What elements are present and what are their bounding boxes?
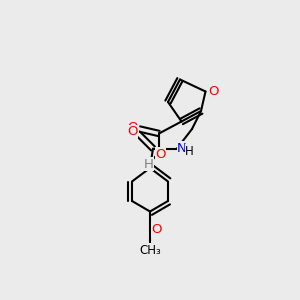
Text: O: O <box>208 85 218 98</box>
Text: O: O <box>152 223 162 236</box>
Text: O: O <box>127 125 137 139</box>
Text: O: O <box>128 121 138 134</box>
Text: CH₃: CH₃ <box>139 244 161 257</box>
Text: H: H <box>144 158 154 171</box>
Text: H: H <box>185 145 194 158</box>
Text: O: O <box>155 148 166 161</box>
Text: N: N <box>177 142 187 155</box>
